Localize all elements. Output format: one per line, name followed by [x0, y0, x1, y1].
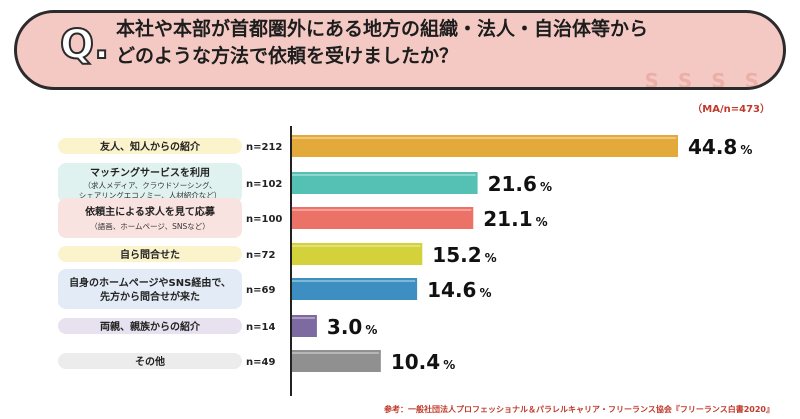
category-n: n=69 — [246, 285, 275, 296]
bar — [291, 315, 317, 337]
sample-note: （MA/n=473） — [692, 104, 770, 115]
category-label: 友人、知人からの紹介 — [100, 140, 201, 153]
category-label-bg — [58, 246, 242, 262]
category-sublabel: （語画、ホームページ、SNSなど） — [90, 221, 210, 231]
category-sublabel: （求人メディア、クラウドソーシング、 — [83, 180, 216, 190]
bar-highlight — [291, 137, 676, 139]
data-label: 14.6% — [427, 278, 491, 302]
banner-decoration: S S S S — [644, 69, 765, 90]
category-label: 自身のホームページやSNS経由で、 — [69, 276, 231, 289]
category-n: n=102 — [246, 179, 282, 190]
category-label: 両親、親族からの紹介 — [100, 320, 201, 333]
question-text: 本社や本部が首都圏外にある地方の組織・法人・自治体等から どのような方法で依頼を… — [116, 16, 756, 70]
category-n: n=100 — [246, 214, 282, 225]
category-n: n=14 — [246, 322, 275, 333]
bar-highlight — [291, 280, 416, 282]
bar-highlight — [291, 209, 472, 211]
question-banner: S S S S — [14, 10, 786, 90]
category-label: 自ら問合せた — [120, 248, 180, 261]
bar-highlight — [291, 352, 379, 354]
bar — [291, 278, 418, 300]
category-label-bg — [58, 138, 242, 154]
category-label-bg — [58, 198, 242, 238]
bar — [291, 135, 678, 157]
category-label: 依頼主による求人を見て応募 — [85, 205, 216, 218]
question-line-1: 本社や本部が首都圏外にある地方の組織・法人・自治体等から — [116, 18, 649, 40]
category-n: n=212 — [246, 142, 282, 153]
bar — [291, 350, 381, 372]
category-label-bg — [58, 353, 242, 369]
bar — [291, 207, 474, 229]
question-mark: Q. — [59, 21, 110, 69]
category-label-bg — [58, 318, 242, 334]
bar-highlight — [291, 174, 476, 176]
bar — [291, 243, 423, 265]
bar — [291, 172, 478, 194]
category-label-bg — [58, 163, 242, 203]
question-line-2: どのような方法で依頼を受けましたか？ — [116, 45, 459, 67]
data-label: 10.4% — [391, 350, 455, 374]
source-note: 参考：一般社団法人プロフェッショナル＆パラレルキャリア・フリーランス協会『フリー… — [384, 405, 774, 414]
data-label: 15.2% — [432, 243, 496, 267]
category-label-bg — [58, 269, 242, 309]
bar-highlight — [291, 245, 421, 247]
data-label: 21.6% — [488, 172, 552, 196]
category-n: n=49 — [246, 357, 275, 368]
category-label: その他 — [135, 355, 165, 368]
category-label: マッチングサービスを利用 — [90, 166, 210, 179]
data-label: 21.1% — [483, 207, 547, 231]
category-sublabel-2: シェアリングエコノミー、人材紹介など） — [79, 190, 221, 200]
data-label: 3.0% — [327, 315, 377, 339]
bar-highlight — [291, 317, 315, 319]
category-n: n=72 — [246, 250, 275, 261]
data-label: 44.8% — [688, 135, 752, 159]
category-label-line2: 先方から問合せが来た — [100, 290, 200, 303]
